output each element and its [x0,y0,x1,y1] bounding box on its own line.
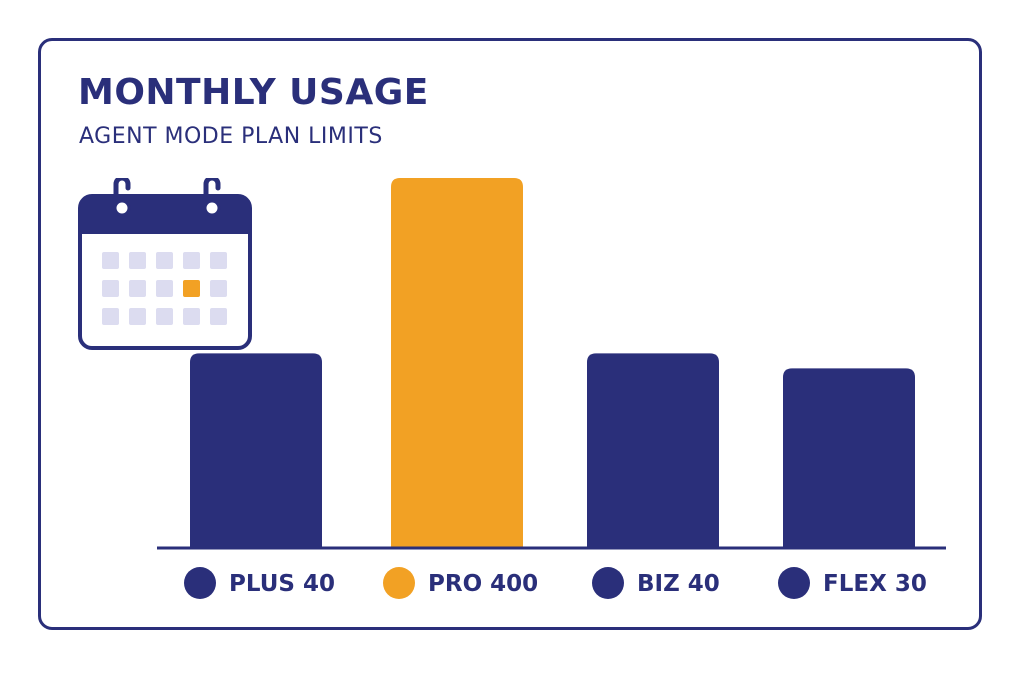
calendar-cell [102,308,119,325]
calendar-cell [129,252,146,269]
calendar-cell [210,280,227,297]
calendar-cell [183,280,200,297]
bar-flex-30 [783,368,915,547]
chart-title: MONTHLY USAGE [78,72,429,113]
calendar-cell [156,280,173,297]
bar-biz-40 [587,353,719,547]
legend-label: PRO 400 [428,571,538,597]
calendar-cell [129,308,146,325]
chart-subtitle: AGENT MODE PLAN LIMITS [79,124,383,149]
calendar-cell [183,308,200,325]
calendar-icon [78,178,252,350]
legend-label: PLUS 40 [229,571,335,597]
calendar-cell [102,280,119,297]
calendar-cell [183,252,200,269]
legend-swatch [778,567,810,599]
legend-label: BIZ 40 [637,571,720,597]
legend-label: FLEX 30 [823,571,927,597]
legend-swatch [184,567,216,599]
legend-swatch [383,567,415,599]
calendar-cell [156,308,173,325]
bar-pro-400 [391,178,523,547]
bar-plus-40 [190,353,322,547]
calendar-cell [129,280,146,297]
calendar-cell [210,252,227,269]
legend-swatch [592,567,624,599]
calendar-cell [102,252,119,269]
calendar-cell [210,308,227,325]
calendar-cell [156,252,173,269]
